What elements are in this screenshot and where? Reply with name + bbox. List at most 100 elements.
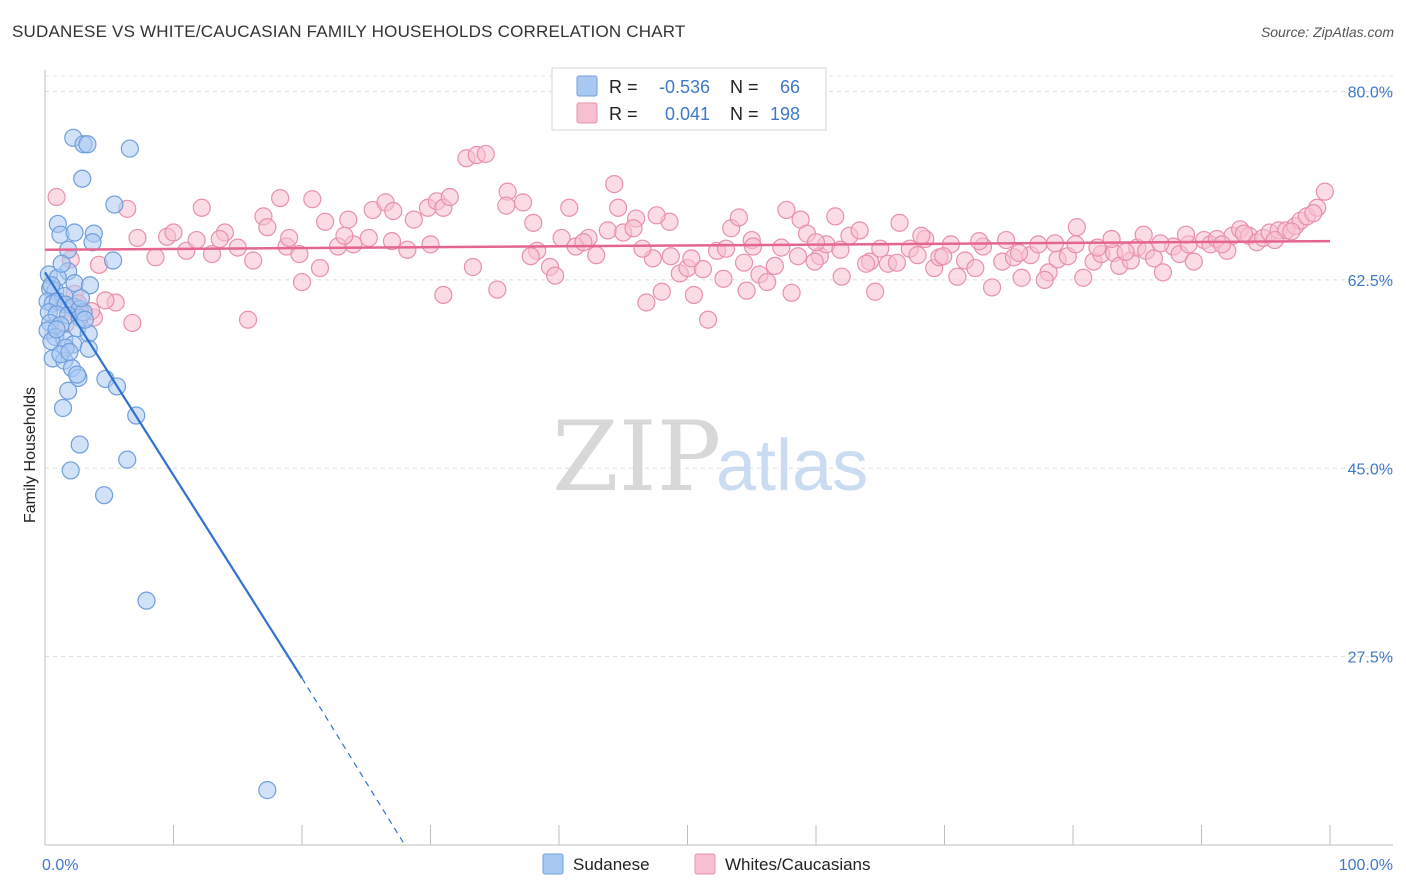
y-tick-label-2: 62.5%	[1348, 273, 1393, 290]
point-whites-182	[1234, 224, 1254, 243]
point-whites-114	[1184, 252, 1203, 271]
trend-line-whites	[44, 239, 1331, 252]
point-whites-137	[806, 233, 826, 252]
point-whites-154	[187, 230, 206, 250]
legend-n-value-1: 66	[780, 77, 800, 97]
x-tick-label-0: 0.0%	[42, 857, 78, 874]
point-whites-172	[887, 253, 907, 272]
point-whites-157	[96, 291, 115, 310]
legend-r-value-2: 0.041	[665, 104, 710, 124]
point-whites-50	[605, 174, 624, 194]
point-sudanese-9	[65, 223, 84, 242]
point-whites-153	[210, 229, 229, 249]
point-whites-192	[1035, 270, 1054, 289]
y-tick-label-3: 80.0%	[1348, 85, 1393, 102]
point-whites-0	[47, 187, 66, 207]
point-whites-135	[912, 226, 931, 245]
point-whites-78	[866, 282, 885, 301]
point-whites-14	[238, 310, 258, 329]
point-whites-133	[1067, 218, 1086, 237]
trend-line-sudanese-extension	[301, 677, 406, 846]
point-whites-162	[497, 196, 516, 215]
y-axis-label: Family Households	[22, 387, 39, 523]
point-whites-29	[398, 240, 417, 259]
point-sudanese-57	[95, 486, 114, 505]
point-whites-132	[1134, 225, 1153, 244]
point-whites-147	[382, 232, 402, 251]
point-whites-21	[292, 272, 312, 292]
point-sudanese-4	[73, 169, 92, 188]
point-sudanese-61	[52, 254, 71, 273]
point-whites-46	[560, 198, 579, 217]
point-whites-163	[546, 266, 565, 285]
watermark-zip: ZIP	[552, 401, 721, 513]
point-whites-148	[359, 228, 378, 248]
point-whites-169	[788, 247, 808, 266]
point-sudanese-59	[258, 781, 277, 800]
series-label-sudanese: Sudanese	[573, 855, 650, 874]
point-whites-156	[128, 228, 147, 248]
point-whites-193	[1102, 229, 1121, 249]
point-whites-53	[637, 293, 656, 312]
point-whites-34	[440, 187, 459, 207]
point-whites-139	[716, 239, 736, 258]
y-tick-label-0: 27.5%	[1348, 650, 1393, 667]
watermark-atlas: atlas	[716, 426, 868, 506]
point-sudanese-64	[75, 310, 94, 329]
y-tick-label-1: 45.0%	[1348, 461, 1393, 478]
point-sudanese-3	[120, 139, 139, 158]
point-whites-10	[192, 198, 211, 217]
point-whites-110	[1153, 263, 1173, 282]
point-whites-186	[777, 200, 796, 220]
point-whites-175	[1009, 243, 1029, 263]
point-whites-91	[982, 278, 1002, 297]
x-tick-label-1: 100.0%	[1339, 857, 1393, 874]
point-whites-188	[805, 252, 824, 271]
legend-r-label-2: R =	[609, 104, 638, 124]
point-whites-138	[765, 256, 784, 276]
point-whites-146	[421, 235, 440, 254]
legend-n-value-2: 198	[770, 104, 800, 124]
point-sudanese-62	[71, 289, 91, 308]
point-whites-39	[488, 280, 507, 299]
series-swatch-whites	[694, 853, 716, 875]
point-sudanese-51	[59, 381, 78, 400]
point-whites-28	[384, 201, 403, 221]
point-whites-168	[734, 253, 754, 272]
legend-r-label-1: R =	[609, 77, 638, 97]
x-tick-labels: 0.0% 100.0%	[42, 857, 1393, 874]
point-whites-74	[826, 207, 845, 226]
chart-title: SUDANESE VS WHITE/CAUCASIAN FAMILY HOUSE…	[12, 22, 686, 41]
point-whites-164	[574, 233, 593, 252]
point-whites-80	[890, 213, 909, 232]
point-whites-56	[661, 247, 680, 266]
point-whites-30	[404, 210, 423, 229]
point-whites-155	[146, 248, 165, 267]
point-whites-165	[624, 219, 643, 238]
point-whites-190	[743, 237, 763, 256]
point-whites-94	[1012, 268, 1031, 287]
series-legend: Sudanese Whites/Caucasians	[542, 853, 871, 875]
point-whites-131	[1315, 182, 1334, 201]
point-whites-136	[871, 239, 890, 258]
point-whites-35	[434, 285, 453, 305]
point-whites-41	[513, 193, 533, 212]
point-whites-24	[339, 210, 358, 229]
point-whites-42	[524, 213, 543, 232]
point-whites-59	[684, 285, 704, 305]
axes	[44, 70, 1393, 846]
point-sudanese-55	[118, 450, 137, 469]
legend-swatch-whites	[576, 102, 598, 124]
point-whites-38	[476, 144, 495, 164]
point-whites-109	[1144, 249, 1164, 268]
point-sudanese-52	[53, 398, 73, 418]
source-note: Source: ZipAtlas.com	[1260, 24, 1394, 40]
point-whites-55	[652, 282, 671, 301]
point-sudanese-54	[70, 435, 89, 454]
legend-swatch-sudanese	[576, 75, 598, 97]
point-whites-87	[948, 267, 967, 286]
point-sudanese-65	[60, 342, 79, 362]
correlation-legend: R = -0.536 N = 66 R = 0.041 N = 198	[551, 67, 827, 131]
point-whites-69	[782, 283, 801, 302]
point-whites-171	[857, 254, 876, 273]
